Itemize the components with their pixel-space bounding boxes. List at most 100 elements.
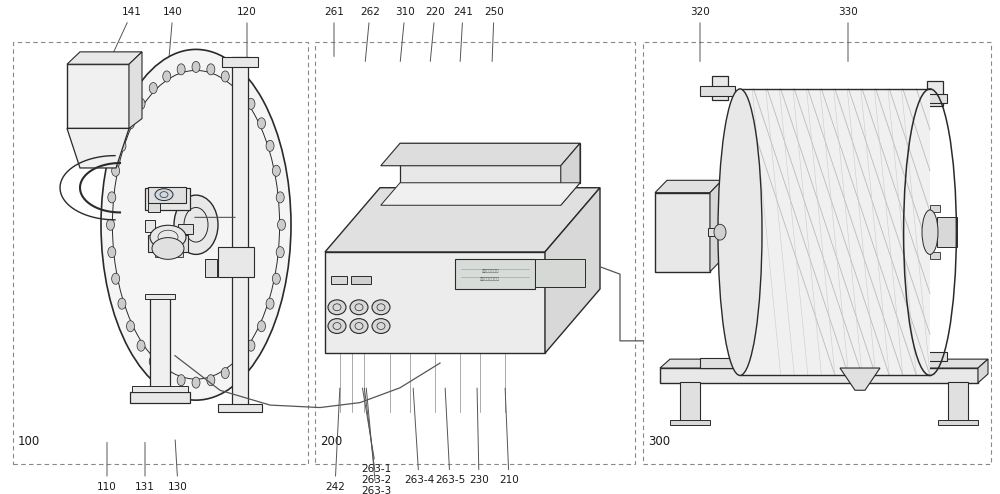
Bar (145, 294, 175, 299)
Bar (927, 82, 943, 106)
Ellipse shape (257, 321, 265, 332)
Text: 263-3: 263-3 (361, 388, 391, 494)
Polygon shape (381, 183, 580, 206)
Polygon shape (381, 143, 580, 166)
Ellipse shape (118, 140, 126, 151)
Bar (917, 94, 947, 103)
Ellipse shape (149, 82, 157, 94)
Ellipse shape (350, 300, 368, 315)
Ellipse shape (266, 298, 274, 309)
Polygon shape (67, 128, 129, 168)
Ellipse shape (276, 247, 284, 258)
Ellipse shape (101, 49, 291, 400)
Ellipse shape (718, 89, 762, 375)
Text: 漏播补种控制系统: 漏播补种控制系统 (480, 277, 500, 281)
Bar (218, 404, 262, 412)
Ellipse shape (221, 368, 229, 378)
Ellipse shape (177, 64, 185, 75)
Polygon shape (129, 52, 142, 128)
Bar (700, 358, 735, 368)
Ellipse shape (328, 319, 346, 333)
Polygon shape (710, 180, 722, 272)
Text: 263-4: 263-4 (404, 388, 434, 485)
Text: 220: 220 (425, 7, 445, 61)
Text: 310: 310 (395, 7, 415, 61)
Ellipse shape (235, 82, 243, 94)
Text: 200: 200 (320, 435, 342, 448)
Ellipse shape (372, 300, 390, 315)
Bar (67, 64, 129, 128)
Ellipse shape (207, 374, 215, 386)
Bar (150, 296, 170, 395)
Ellipse shape (278, 219, 286, 230)
Ellipse shape (568, 269, 578, 277)
Ellipse shape (272, 165, 280, 176)
Ellipse shape (137, 98, 145, 109)
Ellipse shape (137, 340, 145, 351)
Ellipse shape (177, 374, 185, 386)
Text: 230: 230 (469, 388, 489, 485)
Text: 261: 261 (324, 7, 344, 56)
Text: 120: 120 (237, 7, 257, 61)
Ellipse shape (350, 319, 368, 333)
Bar (712, 359, 728, 364)
Ellipse shape (554, 269, 564, 277)
Bar (205, 259, 217, 277)
Ellipse shape (247, 98, 255, 109)
Bar (643, 42, 991, 464)
Polygon shape (655, 193, 710, 272)
Ellipse shape (108, 247, 116, 258)
Text: 241: 241 (453, 7, 473, 61)
Text: 110: 110 (97, 443, 117, 492)
Polygon shape (325, 252, 545, 353)
Bar (218, 247, 254, 277)
Ellipse shape (257, 118, 265, 129)
Ellipse shape (192, 377, 200, 388)
Text: 粒数精量播种机: 粒数精量播种机 (481, 269, 499, 273)
Bar (948, 382, 968, 422)
Polygon shape (840, 368, 880, 390)
Bar (937, 217, 957, 247)
Text: 141: 141 (109, 7, 142, 62)
Text: 300: 300 (648, 435, 670, 448)
Ellipse shape (235, 356, 243, 367)
Bar (331, 276, 347, 284)
Bar (708, 228, 732, 236)
Bar (930, 205, 940, 212)
Bar (148, 203, 160, 212)
Bar (927, 358, 943, 359)
Ellipse shape (276, 192, 284, 203)
Ellipse shape (207, 64, 215, 75)
Ellipse shape (152, 238, 184, 259)
Text: 320: 320 (690, 7, 710, 61)
Bar (232, 57, 248, 408)
Ellipse shape (163, 71, 171, 82)
Ellipse shape (112, 165, 120, 176)
Ellipse shape (272, 273, 280, 284)
Bar (13, 42, 308, 464)
Bar (148, 187, 186, 203)
Text: 263-1: 263-1 (361, 388, 391, 474)
Text: 131: 131 (135, 443, 155, 492)
Bar (145, 188, 190, 210)
Bar (930, 252, 940, 259)
Ellipse shape (112, 273, 120, 284)
Ellipse shape (163, 368, 171, 378)
Polygon shape (67, 52, 142, 64)
Text: 250: 250 (484, 7, 504, 61)
Ellipse shape (174, 195, 218, 254)
Bar (535, 259, 585, 287)
Text: 100: 100 (18, 435, 40, 448)
Text: 263-5: 263-5 (435, 388, 465, 485)
Bar (455, 259, 535, 289)
Ellipse shape (127, 321, 135, 332)
Bar (315, 42, 635, 464)
Polygon shape (655, 180, 722, 193)
Bar (660, 368, 978, 383)
Text: 330: 330 (838, 7, 858, 61)
Bar (700, 86, 735, 96)
Bar (178, 224, 193, 234)
Ellipse shape (127, 118, 135, 129)
Ellipse shape (108, 192, 116, 203)
Text: 263-2: 263-2 (361, 388, 391, 485)
